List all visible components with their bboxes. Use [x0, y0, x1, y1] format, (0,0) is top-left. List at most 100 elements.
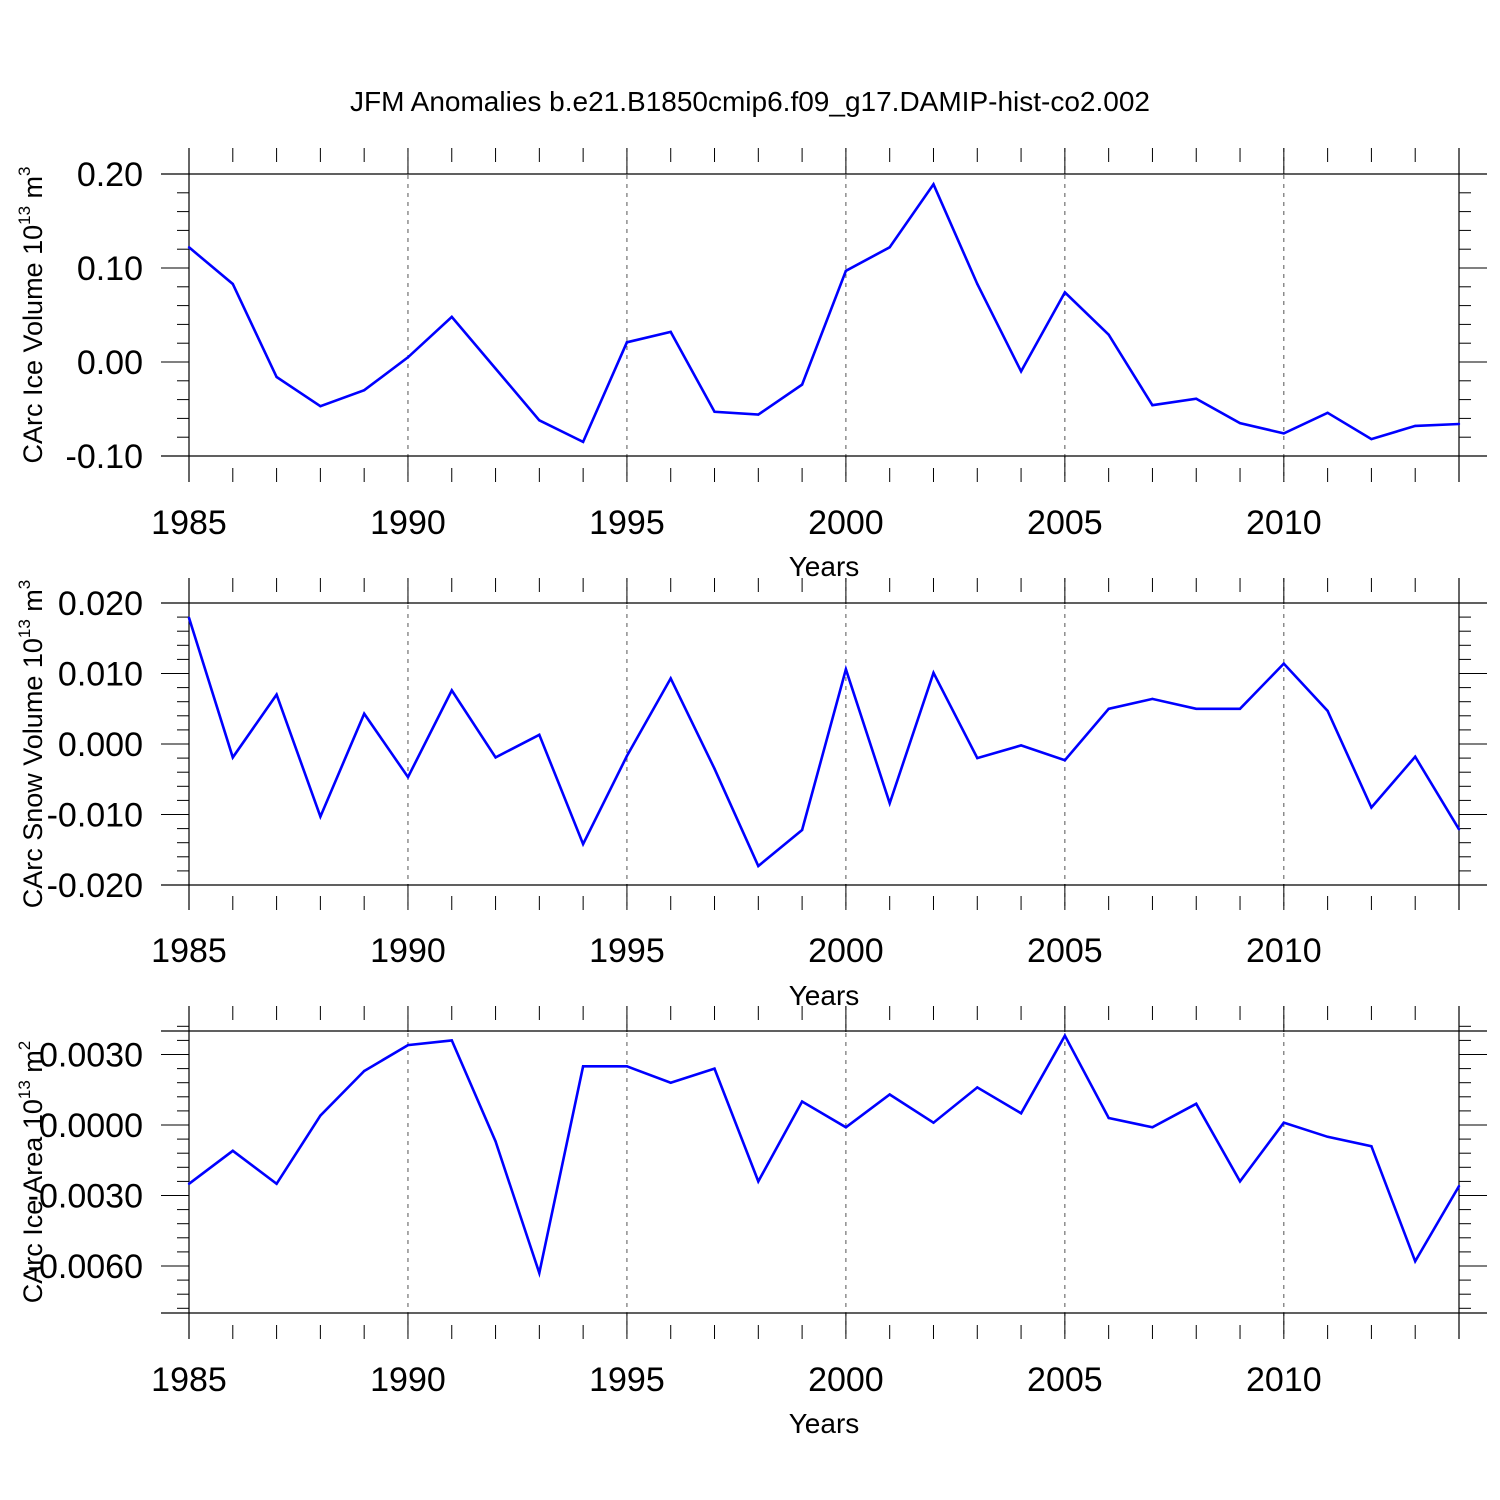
data-point — [844, 269, 848, 272]
data-point — [669, 1081, 672, 1084]
y-tick-label: -0.010 — [47, 797, 143, 835]
data-point — [1238, 1180, 1242, 1183]
x-tick-label: 2005 — [1027, 932, 1103, 970]
data-point — [1151, 697, 1154, 701]
y-axis-label: CArc Ice Area 1013 m2 — [15, 1041, 48, 1304]
y-axis-label: CArc Snow Volume 1013 m3 — [15, 580, 48, 909]
data-point — [494, 367, 497, 370]
data-point — [1151, 404, 1154, 407]
data-point — [1326, 1135, 1329, 1139]
figure-title: JFM Anomalies b.e21.B1850cmip6.f09_g17.D… — [350, 86, 1150, 117]
data-point — [319, 405, 322, 408]
data-point — [1063, 759, 1067, 762]
y-axis-label-unit: m — [18, 589, 48, 619]
y-tick-label: 0.0000 — [39, 1107, 143, 1145]
data-point — [800, 1100, 804, 1103]
x-axis-label: Years — [789, 1408, 860, 1439]
y-axis-label-exponent: 13 — [15, 619, 34, 638]
y-axis-label-unit-exponent: 2 — [15, 1041, 34, 1050]
data-point — [1457, 1184, 1461, 1188]
y-tick-label: 0.020 — [58, 585, 143, 623]
data-point — [1326, 411, 1329, 414]
data-point — [844, 668, 848, 671]
data-point — [319, 1114, 322, 1117]
data-point — [187, 1182, 191, 1186]
chart-panel-1: 1985 1990 1995 2000 2005 2010 Years -0.10 0.00 0.… — [15, 148, 1487, 582]
y-tick-label: 0.000 — [58, 726, 143, 764]
data-point — [800, 383, 804, 386]
x-tick-label: 2010 — [1246, 504, 1322, 542]
data-point — [406, 356, 410, 359]
data-point — [1019, 370, 1023, 373]
y-tick-label: 0.010 — [58, 656, 143, 694]
data-point — [1370, 806, 1373, 809]
series-line — [187, 617, 1461, 869]
data-point — [1282, 432, 1286, 435]
x-tick-label: 2010 — [1246, 1361, 1322, 1399]
data-point — [1019, 744, 1023, 747]
y-axis-label-exponent: 13 — [15, 1080, 34, 1099]
data-point — [1107, 707, 1110, 710]
y-axis-label: CArc Ice Volume 1013 m3 — [15, 166, 48, 463]
data-point — [1457, 828, 1461, 831]
data-point — [406, 1043, 410, 1047]
y-tick-label: 0.20 — [77, 156, 143, 194]
data-point — [363, 389, 366, 392]
x-tick-label: 1995 — [589, 504, 665, 542]
data-point — [888, 246, 891, 249]
y-tick-label: 0.10 — [77, 250, 143, 288]
data-point — [1282, 662, 1286, 665]
data-point — [494, 756, 497, 759]
x-tick-label: 2010 — [1246, 932, 1322, 970]
chart-panel-2: 1985 1990 1995 2000 2005 2010 Years -0.020 -0.01… — [15, 578, 1487, 1011]
data-point — [1063, 291, 1067, 294]
data-point — [1370, 437, 1373, 441]
data-point — [1414, 1260, 1417, 1263]
data-point — [231, 1149, 234, 1153]
series-line — [188, 1032, 1461, 1278]
data-point — [669, 330, 672, 334]
x-axis-label: Years — [789, 980, 860, 1011]
data-point — [1457, 422, 1461, 426]
data-point — [581, 842, 585, 846]
data-point — [187, 246, 191, 249]
data-point — [187, 616, 191, 619]
data-point — [494, 1140, 497, 1143]
data-point — [976, 1086, 979, 1089]
data-point — [1107, 333, 1110, 336]
x-tick-label: 1985 — [151, 504, 227, 542]
data-point — [1414, 755, 1417, 758]
data-point — [538, 1271, 541, 1275]
data-point — [1195, 1102, 1198, 1106]
y-axis-label-unit: m — [18, 176, 48, 206]
y-tick-label: -0.0030 — [28, 1178, 143, 1216]
y-tick-label: 0.00 — [77, 344, 143, 382]
data-point — [1238, 421, 1242, 425]
data-point — [713, 767, 716, 770]
data-point — [844, 1126, 848, 1129]
data-point — [450, 1039, 453, 1042]
data-point — [932, 671, 935, 674]
x-tick-label: 1995 — [589, 1361, 665, 1399]
x-tick-label: 1985 — [151, 932, 227, 970]
x-tick-label: 1990 — [370, 1361, 446, 1399]
data-point — [538, 733, 541, 736]
y-tick-label: -0.020 — [47, 867, 143, 905]
x-tick-label: 1990 — [370, 504, 446, 542]
chart-panel-3: 1985 1990 1995 2000 2005 2010 Years -0.0060 -0.0… — [15, 1006, 1487, 1439]
data-point — [888, 1093, 891, 1096]
data-point — [1414, 424, 1417, 428]
y-axis-label-text: CArc Snow Volume 10 — [18, 638, 48, 908]
data-point — [1326, 709, 1329, 713]
data-point — [1195, 397, 1198, 400]
data-point — [275, 1182, 278, 1186]
y-tick-label: 0.0030 — [39, 1037, 143, 1075]
series-line — [188, 181, 1460, 444]
data-point — [231, 282, 234, 286]
x-tick-label: 1985 — [151, 1361, 227, 1399]
data-point — [713, 1067, 716, 1070]
data-point — [1107, 1116, 1110, 1120]
data-point — [450, 315, 453, 319]
y-tick-label: -0.0060 — [28, 1248, 143, 1286]
data-point — [932, 1121, 935, 1124]
